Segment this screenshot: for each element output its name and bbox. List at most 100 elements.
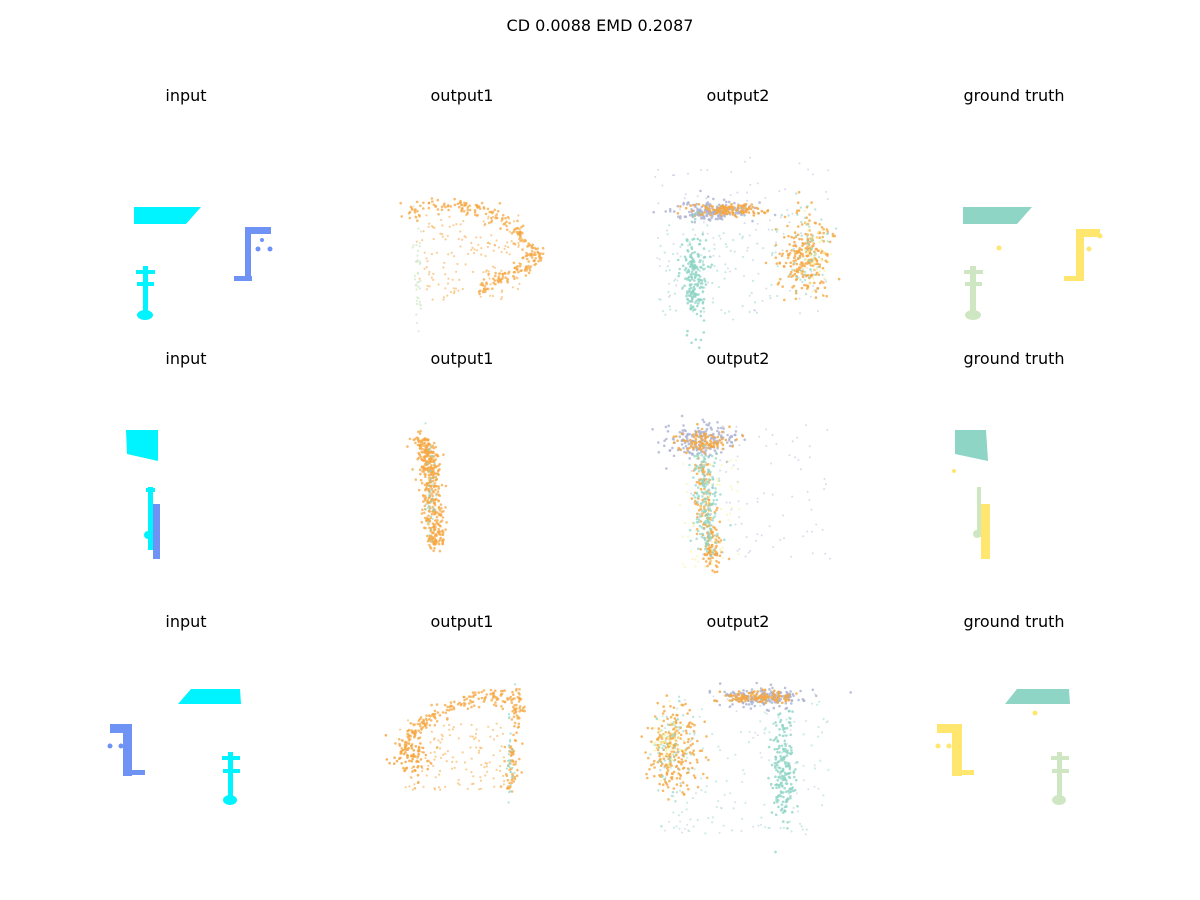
panel-output1-row2 bbox=[406, 422, 448, 553]
scatter-point bbox=[779, 772, 782, 775]
scatter-point bbox=[686, 292, 689, 295]
scatter-point bbox=[449, 291, 453, 294]
scatter-point bbox=[802, 779, 805, 782]
scatter-point bbox=[440, 507, 443, 510]
scatter-point bbox=[510, 232, 514, 235]
scatter-point bbox=[683, 197, 686, 200]
scatter-point bbox=[711, 301, 714, 304]
scatter-point bbox=[681, 791, 684, 794]
scatter-point bbox=[689, 539, 692, 543]
scatter-point bbox=[714, 546, 718, 549]
scatter-point bbox=[777, 716, 780, 719]
scatter-point bbox=[779, 720, 782, 724]
scatter-point bbox=[468, 208, 472, 212]
scatter-point bbox=[809, 282, 812, 285]
scatter-point bbox=[463, 761, 467, 764]
scatter-point bbox=[419, 204, 422, 208]
scatter-point bbox=[425, 455, 429, 458]
scatter-point bbox=[703, 478, 706, 481]
scatter-point bbox=[687, 262, 690, 266]
scatter-point bbox=[784, 773, 787, 777]
scatter-point bbox=[774, 775, 777, 778]
scatter-point bbox=[515, 774, 519, 777]
scatter-point bbox=[670, 732, 674, 735]
scatter-point bbox=[776, 747, 779, 751]
scatter-point bbox=[709, 470, 712, 474]
scatter-point bbox=[737, 690, 741, 693]
scatter-point bbox=[479, 776, 482, 779]
shape-lamp bbox=[964, 266, 983, 320]
scatter-point bbox=[711, 733, 714, 736]
scatter-point bbox=[421, 239, 424, 242]
scatter-point bbox=[747, 741, 751, 744]
scatter-point bbox=[814, 257, 817, 260]
scatter-point bbox=[807, 168, 810, 171]
scatter-point bbox=[687, 536, 690, 539]
scatter-point bbox=[418, 736, 422, 740]
scatter-point bbox=[686, 440, 690, 443]
scatter-point bbox=[720, 218, 724, 221]
scatter-point bbox=[514, 739, 518, 742]
scatter-point bbox=[415, 313, 418, 316]
scatter-point bbox=[677, 767, 680, 770]
scatter-point bbox=[681, 264, 685, 268]
scatter-point bbox=[516, 219, 519, 223]
scatter-point bbox=[524, 274, 528, 277]
scatter-point bbox=[810, 239, 813, 243]
scatter-point bbox=[669, 739, 672, 742]
scatter-point bbox=[796, 225, 800, 228]
scatter-point bbox=[749, 183, 752, 186]
scatter-point bbox=[674, 799, 677, 803]
scatter-point bbox=[789, 289, 792, 292]
scatter-point bbox=[708, 501, 711, 504]
scatter-point bbox=[686, 771, 690, 774]
scatter-point bbox=[675, 825, 678, 828]
scatter-point bbox=[424, 496, 428, 500]
scatter-point bbox=[760, 823, 762, 826]
scatter-point bbox=[518, 228, 522, 231]
scatter-point bbox=[668, 699, 671, 703]
scatter-point bbox=[439, 747, 442, 750]
scatter-point bbox=[431, 200, 434, 203]
scatter-point bbox=[801, 254, 805, 258]
scatter-point bbox=[800, 261, 803, 264]
scatter-point bbox=[654, 175, 657, 178]
scatter-point bbox=[512, 780, 516, 783]
scatter-point bbox=[741, 691, 744, 694]
scatter-point bbox=[710, 464, 713, 467]
scatter-point bbox=[482, 220, 485, 223]
scatter-point bbox=[414, 215, 417, 218]
scatter-point bbox=[426, 260, 429, 263]
scatter-point bbox=[464, 214, 468, 217]
scatter-point bbox=[773, 748, 777, 751]
scatter-point bbox=[750, 203, 753, 206]
scatter-point bbox=[434, 755, 437, 758]
scatter-point bbox=[693, 731, 696, 734]
scatter-point bbox=[487, 215, 490, 218]
scatter-point bbox=[456, 202, 460, 206]
scatter-point bbox=[672, 441, 676, 445]
scatter-point bbox=[488, 221, 491, 225]
scatter-point bbox=[417, 227, 420, 230]
scatter-point bbox=[782, 826, 786, 829]
scatter-point bbox=[751, 698, 754, 701]
scatter-point bbox=[530, 246, 534, 249]
scatter-point bbox=[513, 777, 517, 781]
scatter-point bbox=[462, 219, 465, 223]
scatter-point bbox=[698, 260, 701, 264]
scatter-point bbox=[700, 509, 704, 512]
scatter-point bbox=[500, 705, 503, 708]
scatter-point bbox=[793, 240, 796, 244]
scatter-point bbox=[738, 508, 741, 511]
scatter-point bbox=[521, 742, 524, 745]
scatter-point bbox=[446, 705, 450, 709]
scatter-point bbox=[511, 748, 514, 752]
scatter-point bbox=[781, 800, 785, 804]
scatter-point bbox=[834, 227, 838, 230]
scatter-point bbox=[780, 751, 783, 755]
scatter-point bbox=[483, 766, 486, 769]
scatter-point bbox=[720, 464, 723, 467]
scatter-point bbox=[502, 222, 506, 226]
scatter-point bbox=[827, 260, 830, 263]
panel-input-row2 bbox=[126, 430, 160, 559]
